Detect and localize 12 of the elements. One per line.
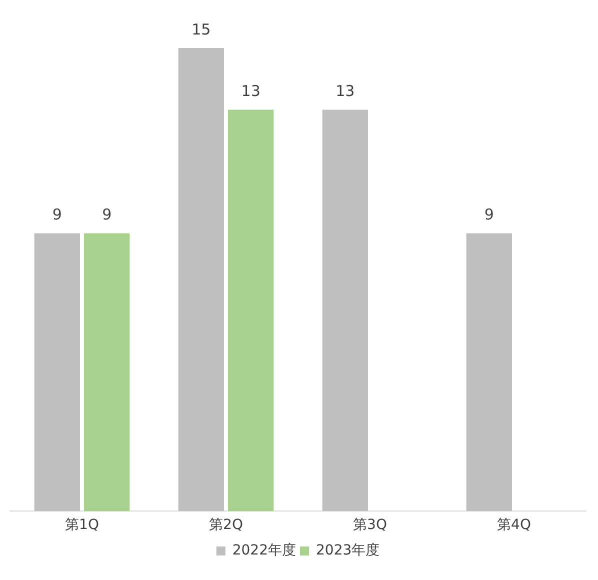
x-tick-label: 第4Q (497, 517, 531, 534)
x-tick-label: 第1Q (65, 517, 99, 534)
data-label: 9 (102, 206, 112, 224)
legend-label: 2023年度 (316, 542, 380, 559)
data-label: 9 (484, 206, 494, 224)
x-tick-label: 第2Q (209, 517, 243, 534)
data-label: 13 (241, 82, 260, 100)
data-label: 13 (336, 82, 355, 100)
data-label: 9 (52, 206, 62, 224)
legend-label: 2022年度 (232, 542, 296, 559)
data-label: 15 (192, 20, 211, 38)
x-tick-label: 第3Q (353, 517, 387, 534)
